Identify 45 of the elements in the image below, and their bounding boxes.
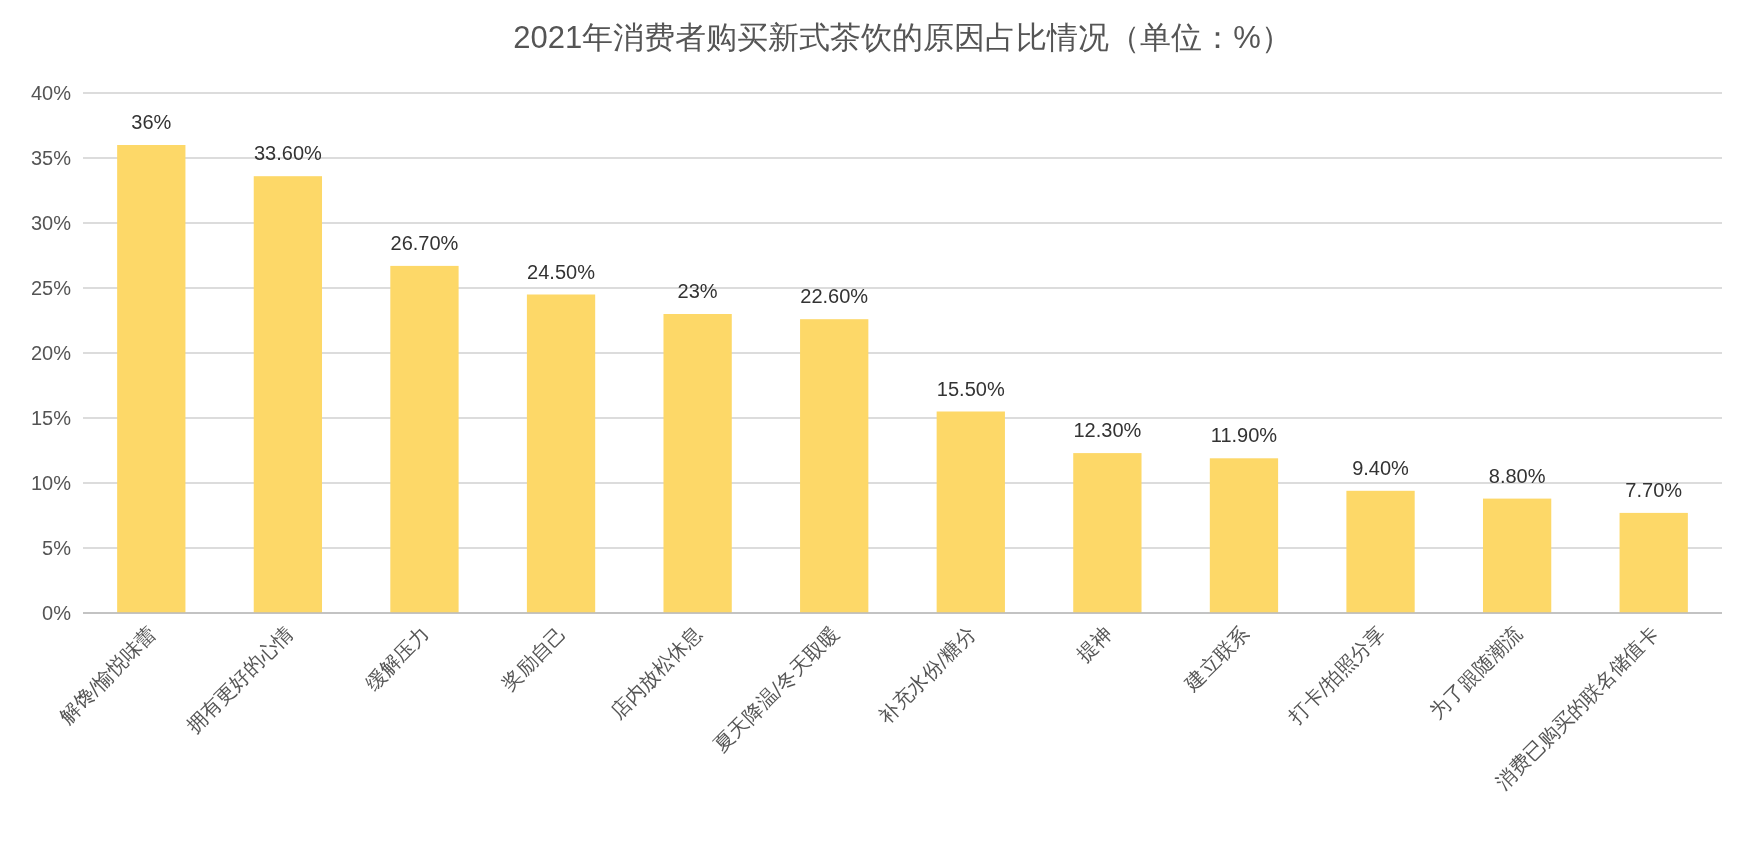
y-tick-label: 30%	[30, 212, 72, 234]
data-label: 33.60%	[253, 142, 322, 165]
x-tick-label: 解馋/愉悦味蕾	[54, 621, 161, 729]
y-tick-label: 40%	[30, 82, 72, 104]
data-label: 23%	[677, 280, 718, 302]
x-tick-label: 补充水份/糖分	[873, 621, 981, 729]
bar	[253, 176, 323, 613]
x-tick-label: 提神	[1071, 621, 1117, 667]
x-tick-label: 店内放松休息	[605, 621, 708, 724]
bar	[800, 319, 869, 613]
data-label: 11.90%	[1210, 424, 1278, 447]
data-label: 8.80%	[1488, 464, 1546, 487]
bar	[1619, 512, 1688, 613]
x-tick-label: 为了跟随潮流	[1424, 621, 1527, 724]
bar	[117, 145, 186, 613]
x-tick-label: 拥有更好的心情	[181, 621, 298, 738]
x-tick-label: 缓解压力	[360, 621, 434, 696]
x-tick-label: 打卡/拍照分享	[1282, 621, 1391, 729]
x-tick-label: 夏天降温/冬天取暖	[708, 621, 844, 757]
bar	[1346, 490, 1415, 613]
data-label: 36%	[131, 111, 172, 133]
data-label: 15.50%	[936, 377, 1005, 400]
y-tick-label: 10%	[30, 472, 72, 494]
chart-title: 2021年消费者购买新式茶饮的原因占比情况（单位：%）	[513, 20, 1292, 55]
bar	[1209, 458, 1279, 613]
bar	[936, 411, 1005, 613]
y-tick-label: 35%	[30, 147, 72, 169]
y-tick-label: 5%	[42, 537, 72, 559]
data-label: 7.70%	[1625, 478, 1683, 501]
y-tick-label: 25%	[30, 277, 72, 299]
bar	[1482, 498, 1552, 613]
bar	[1073, 453, 1142, 613]
data-label: 24.50%	[527, 260, 596, 283]
bar	[390, 265, 459, 613]
data-label: 22.60%	[800, 285, 869, 308]
y-tick-label: 20%	[30, 342, 72, 364]
y-tick-label: 0%	[42, 602, 72, 624]
data-label: 26.70%	[390, 231, 459, 254]
data-label: 12.30%	[1073, 419, 1142, 442]
bar	[663, 314, 732, 613]
data-label: 9.40%	[1352, 456, 1410, 479]
x-tick-label: 奖励自己	[497, 621, 571, 696]
bar	[526, 294, 596, 613]
x-tick-label: 建立联系	[1179, 621, 1254, 696]
y-tick-label: 15%	[30, 407, 72, 429]
